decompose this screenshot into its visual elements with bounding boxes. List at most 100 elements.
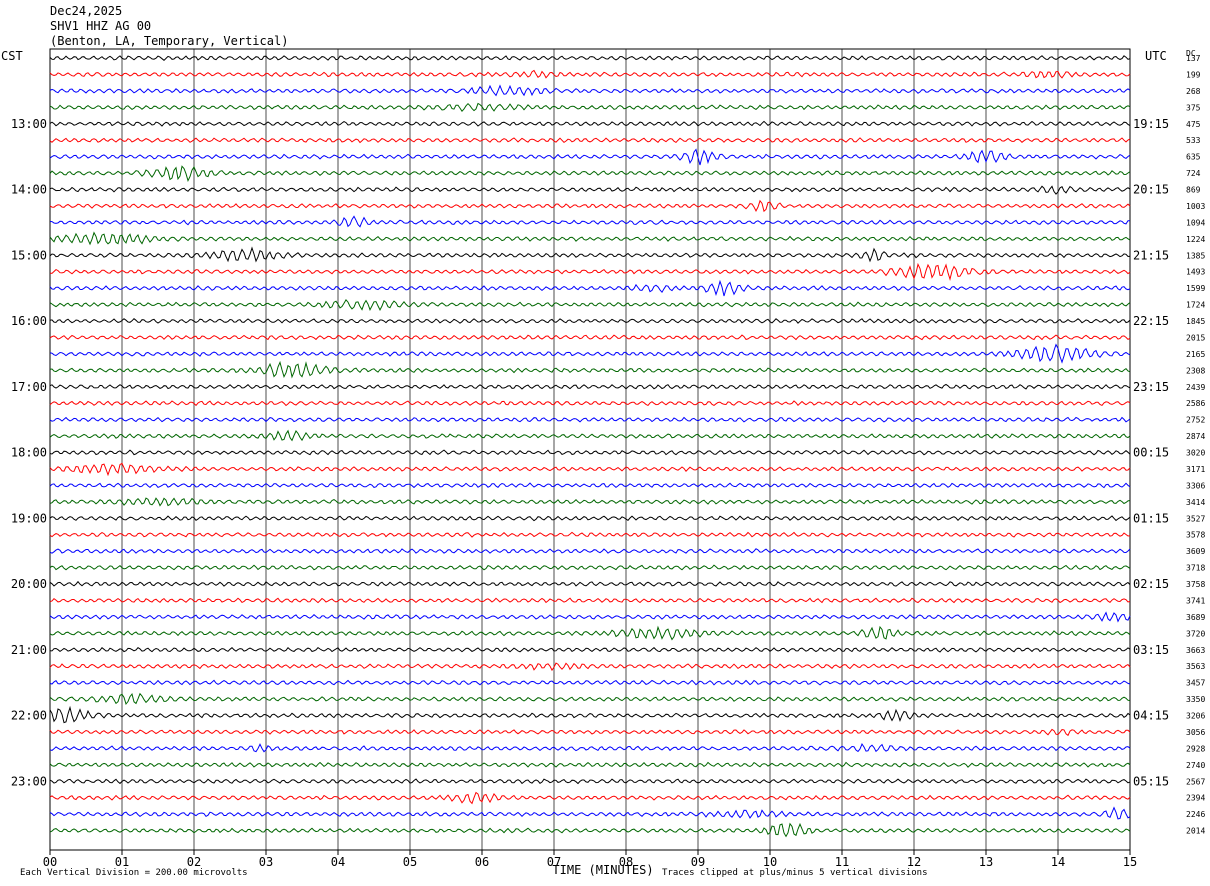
dc-offset-label: 3720 <box>1186 629 1205 638</box>
dc-offset-label: 3457 <box>1186 679 1205 688</box>
seismic-trace <box>49 564 1131 571</box>
seismic-trace <box>49 246 1131 263</box>
seismic-trace <box>49 462 1131 477</box>
cst-hour-label: 23:00 <box>11 774 47 788</box>
seismic-trace <box>49 679 1131 686</box>
seismic-trace <box>49 597 1131 604</box>
utc-hour-label: 02:15 <box>1133 577 1169 591</box>
seismic-trace <box>49 400 1131 407</box>
dc-offset-label: 1493 <box>1186 268 1205 277</box>
dc-offset-label: 3414 <box>1186 498 1205 507</box>
seismic-trace <box>49 416 1131 423</box>
x-tick-label: 06 <box>475 855 489 869</box>
seismic-trace <box>49 318 1131 324</box>
utc-hour-label: 21:15 <box>1133 248 1169 262</box>
dc-offset-label: 3718 <box>1186 564 1205 573</box>
x-tick-label: 13 <box>979 855 993 869</box>
dc-offset-label: 3056 <box>1186 728 1205 737</box>
seismic-trace <box>49 761 1131 768</box>
seismic-trace <box>49 279 1131 297</box>
seismic-trace <box>49 383 1131 390</box>
utc-hour-label: 19:15 <box>1133 117 1169 131</box>
clip-note: Traces clipped at plus/minus 5 vertical … <box>662 868 928 878</box>
cst-axis-label: CST <box>1 49 23 63</box>
x-tick-label: 03 <box>259 855 273 869</box>
seismic-trace <box>49 625 1131 641</box>
seismic-trace <box>49 705 1131 724</box>
dc-offset-label: 268 <box>1186 87 1201 96</box>
seismic-trace <box>49 806 1131 820</box>
x-tick-label: 01 <box>115 855 129 869</box>
dc-offset-label: 3306 <box>1186 481 1205 490</box>
dc-offset-label: 2586 <box>1186 399 1205 408</box>
dc-offset-label: 2014 <box>1186 827 1205 836</box>
seismic-trace <box>49 360 1131 379</box>
seismic-trace <box>49 580 1131 587</box>
dc-offset-label: 2567 <box>1186 777 1205 786</box>
dc-offset-label: 2752 <box>1186 416 1205 425</box>
dc-offset-label: 3350 <box>1186 695 1205 704</box>
dc-offset-label: 3563 <box>1186 662 1205 671</box>
seismic-trace <box>49 55 1131 61</box>
dc-offset-label: 375 <box>1186 103 1201 112</box>
seismic-trace <box>49 137 1131 144</box>
dc-offset-label: 1003 <box>1186 202 1205 211</box>
x-tick-label: 07 <box>547 855 561 869</box>
seismic-trace <box>49 262 1131 281</box>
x-tick-label: 10 <box>763 855 777 869</box>
dc-offset-label: 1224 <box>1186 235 1205 244</box>
dc-offset-label: 2394 <box>1186 794 1205 803</box>
dc-offset-label: 3527 <box>1186 514 1205 523</box>
dc-offset-label: 2015 <box>1186 333 1205 342</box>
x-tick-label: 15 <box>1123 855 1137 869</box>
dc-offset-label: 1845 <box>1186 317 1205 326</box>
seismic-trace <box>49 231 1131 246</box>
dc-offset-label: 869 <box>1186 186 1201 195</box>
x-tick-label: 12 <box>907 855 921 869</box>
utc-axis-label: UTC <box>1145 49 1167 63</box>
dc-offset-label: 2928 <box>1186 744 1205 753</box>
utc-hour-label: 01:15 <box>1133 511 1169 525</box>
seismic-trace <box>49 102 1131 113</box>
header-date: Dec24,2025 <box>50 4 123 18</box>
dc-offset-label: 1599 <box>1186 284 1205 293</box>
seismic-trace <box>49 611 1131 623</box>
dc-offset-label: 2246 <box>1186 810 1205 819</box>
seismic-trace <box>49 120 1131 127</box>
x-tick-label: 02 <box>187 855 201 869</box>
seismic-trace <box>49 148 1131 166</box>
seismic-trace <box>49 778 1131 785</box>
dc-offset-label: 2874 <box>1186 432 1205 441</box>
seismic-trace <box>49 199 1131 213</box>
dc-offset-label: 3020 <box>1186 449 1205 458</box>
seismic-trace <box>49 299 1131 312</box>
utc-hour-label: 20:15 <box>1133 183 1169 197</box>
dc-offset-label: 3171 <box>1186 465 1205 474</box>
dc-offset-label: 3689 <box>1186 613 1205 622</box>
dc-offset-label: 533 <box>1186 136 1201 145</box>
seismic-trace <box>49 743 1131 753</box>
seismic-trace <box>49 728 1131 737</box>
seismic-trace <box>49 497 1131 507</box>
x-tick-label: 14 <box>1051 855 1065 869</box>
seismic-trace <box>49 343 1131 364</box>
x-tick-label: 09 <box>691 855 705 869</box>
header-location: (Benton, LA, Temporary, Vertical) <box>50 34 289 48</box>
plot-frame <box>49 48 1131 851</box>
dc-column-label: DC <box>1186 49 1196 58</box>
cst-hour-label: 22:00 <box>11 709 47 723</box>
utc-hour-label: 00:15 <box>1133 446 1169 460</box>
seismic-trace <box>49 692 1131 706</box>
dc-offset-label: 2308 <box>1186 366 1205 375</box>
dc-offset-label: 475 <box>1186 120 1201 129</box>
cst-hour-label: 19:00 <box>11 511 47 525</box>
utc-hour-label: 05:15 <box>1133 774 1169 788</box>
dc-offset-label: 3663 <box>1186 646 1205 655</box>
x-tick-label: 05 <box>403 855 417 869</box>
seismic-trace <box>49 548 1131 554</box>
seismic-trace <box>49 69 1131 79</box>
cst-hour-label: 15:00 <box>11 248 47 262</box>
x-tick-label: 00 <box>43 855 57 869</box>
cst-hour-label: 16:00 <box>11 314 47 328</box>
seismic-trace <box>49 215 1130 228</box>
